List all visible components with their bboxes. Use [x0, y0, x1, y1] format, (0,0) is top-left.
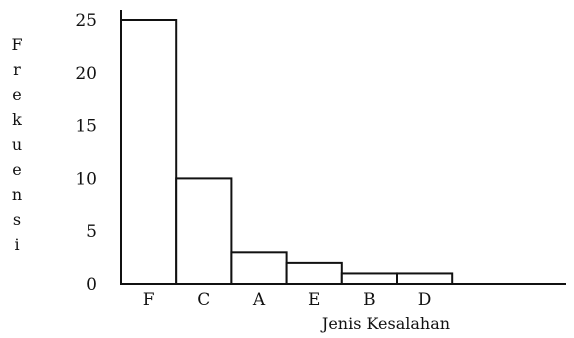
bar-A: [230, 251, 288, 286]
y-axis-label-letter: s: [13, 210, 21, 229]
x-category-label: F: [143, 290, 155, 310]
y-tick-label: 20: [75, 64, 97, 84]
bar-B: [340, 272, 398, 286]
y-axis-label-letter: i: [14, 235, 19, 254]
y-tick-label: 25: [75, 11, 97, 31]
y-axis-label-letter: F: [11, 35, 22, 54]
bar-E: [285, 261, 343, 286]
y-axis-label-letter: n: [12, 185, 22, 204]
y-tick-label: 15: [75, 117, 97, 137]
y-axis-label-letter: k: [12, 110, 22, 129]
x-category-label: C: [197, 290, 210, 310]
y-tick-label: 10: [75, 169, 97, 189]
y-axis-label-letter: u: [12, 135, 22, 154]
bar-C: [175, 177, 233, 285]
x-axis-label: Jenis Kesalahan: [320, 314, 450, 333]
y-axis-label-letter: e: [12, 160, 21, 179]
bars: [120, 19, 454, 286]
x-category-label: B: [363, 290, 376, 310]
x-category-label: D: [418, 290, 432, 310]
y-tick-label: 0: [86, 275, 97, 295]
y-axis-label-letter: e: [12, 85, 21, 104]
y-tick-label: 5: [86, 222, 97, 242]
y-tick-labels: 0 5 10 15 20 25: [75, 11, 97, 295]
bar-D: [396, 272, 454, 286]
y-axis-label-letter: r: [13, 60, 21, 79]
x-category-label: E: [308, 290, 320, 310]
axes: [120, 10, 566, 285]
x-category-label: A: [252, 290, 266, 310]
bar-F: [120, 19, 178, 285]
